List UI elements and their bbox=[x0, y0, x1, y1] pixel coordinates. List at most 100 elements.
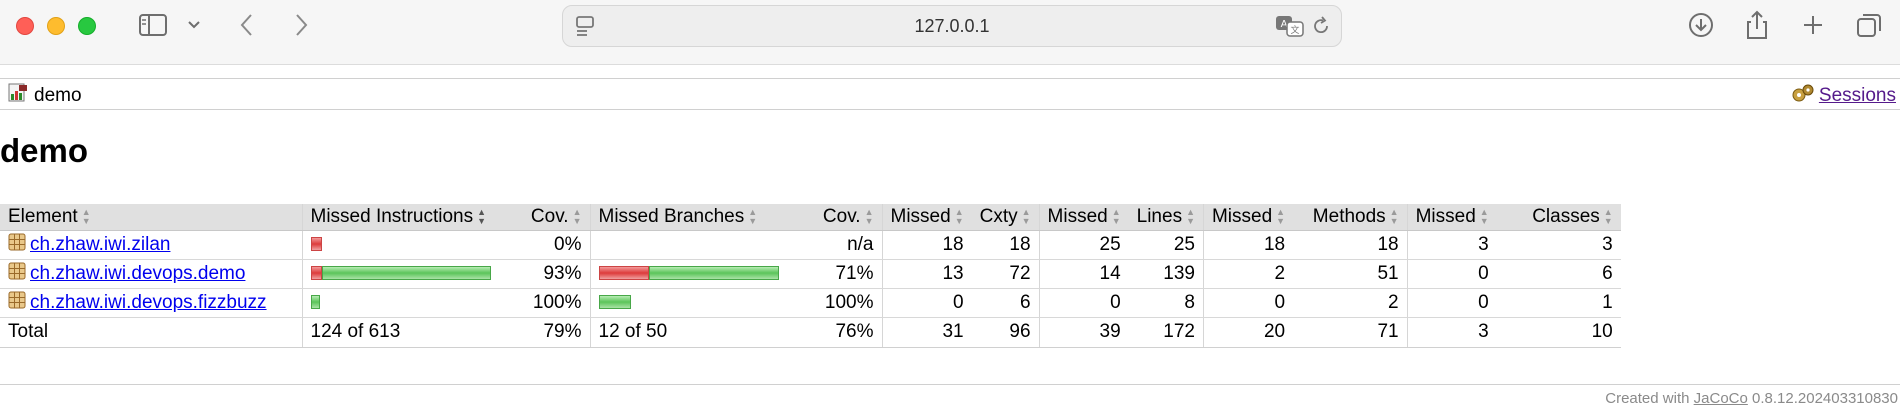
missed-classes: 3 bbox=[1406, 230, 1497, 260]
new-tab-icon[interactable] bbox=[1796, 10, 1830, 40]
missed-methods: 18 bbox=[1202, 230, 1294, 260]
reload-icon[interactable] bbox=[1311, 15, 1331, 42]
breadcrumb-report-name: demo bbox=[34, 85, 82, 106]
lines: 8 bbox=[1128, 288, 1204, 318]
header-missed-cxty[interactable]: Missed ▲ ▼ bbox=[881, 204, 972, 231]
share-icon[interactable] bbox=[1740, 10, 1774, 40]
header-missed-instructions[interactable]: Missed Instructions ▲ ▼ bbox=[301, 204, 514, 231]
sort-icon: ▲ ▼ bbox=[1479, 206, 1489, 226]
sort-icon: ▲ ▼ bbox=[1021, 206, 1031, 226]
header-missed-methods[interactable]: Missed ▲ ▼ bbox=[1202, 204, 1294, 231]
branches-bar-cell bbox=[589, 259, 802, 289]
sort-icon: ▲ ▼ bbox=[1603, 206, 1613, 226]
branches-missed-bar bbox=[598, 266, 649, 281]
url-text[interactable]: 127.0.0.1 bbox=[914, 16, 990, 36]
coverage-table: Element ▲ ▼ Missed Instructions ▲ ▼ Cov. ▲ ▼ M… bbox=[0, 204, 1621, 348]
package-link[interactable]: ch.zhaw.iwi.zilan bbox=[30, 233, 171, 255]
branches-covered-bar bbox=[598, 295, 631, 310]
header-instructions-coverage[interactable]: Cov. ▲ ▼ bbox=[514, 204, 590, 231]
instructions-covered-bar bbox=[321, 266, 491, 281]
package-icon bbox=[8, 262, 26, 286]
sort-icon: ▲ ▼ bbox=[954, 206, 964, 226]
instructions-coverage: 93% bbox=[514, 259, 590, 289]
sort-icon: ▲ ▼ bbox=[81, 206, 91, 226]
header-missed-lines[interactable]: Missed ▲ ▼ bbox=[1038, 204, 1129, 231]
total-instructions-coverage: 79% bbox=[514, 317, 590, 348]
branches-bar-cell bbox=[589, 288, 802, 318]
breadcrumb: demo Sessions bbox=[0, 78, 1900, 110]
instructions-coverage: 100% bbox=[514, 288, 590, 318]
sessions-icon bbox=[1791, 83, 1815, 109]
header-missed-branches[interactable]: Missed Branches ▲ ▼ bbox=[589, 204, 802, 231]
header-lines[interactable]: Lines ▲ ▼ bbox=[1128, 204, 1204, 231]
sort-icon: ▲ ▼ bbox=[1389, 206, 1399, 226]
header-missed-classes[interactable]: Missed ▲ ▼ bbox=[1406, 204, 1497, 231]
footer: Created with JaCoCo 0.8.12.202403310830 bbox=[1605, 390, 1898, 407]
jacoco-link[interactable]: JaCoCo bbox=[1693, 390, 1748, 407]
total-missed-cxty: 31 bbox=[881, 317, 972, 348]
sort-icon: ▲ ▼ bbox=[748, 206, 758, 226]
element-cell: ch.zhaw.iwi.devops.fizzbuzz bbox=[0, 288, 302, 318]
sidebar-toggle-icon[interactable] bbox=[136, 10, 170, 40]
instructions-missed-bar bbox=[310, 266, 322, 281]
sort-icon: ▲ ▼ bbox=[1276, 206, 1286, 226]
header-branches-coverage[interactable]: Cov. ▲ ▼ bbox=[802, 204, 882, 231]
instructions-bar-cell bbox=[301, 230, 514, 260]
footer-version: 0.8.12.202403310830 bbox=[1752, 390, 1898, 407]
minimize-window-button[interactable] bbox=[47, 17, 65, 35]
branches-bar-cell bbox=[589, 230, 802, 260]
total-label: Total bbox=[0, 317, 302, 348]
zoom-window-button[interactable] bbox=[78, 17, 96, 35]
sessions-link[interactable]: Sessions bbox=[1818, 85, 1896, 106]
close-window-button[interactable] bbox=[16, 17, 34, 35]
instructions-bar-cell bbox=[301, 288, 514, 318]
header-classes[interactable]: Classes ▲ ▼ bbox=[1496, 204, 1621, 231]
table-row: ch.zhaw.iwi.zilan 0% n/a 18 18 25 25 18 18 3 3 bbox=[0, 230, 1621, 260]
back-arrow-icon[interactable] bbox=[236, 10, 258, 40]
forward-arrow-icon[interactable] bbox=[290, 10, 312, 40]
table-total-row: Total 124 of 613 79% 12 of 50 76% 31 96 … bbox=[0, 317, 1621, 348]
downloads-icon[interactable] bbox=[1684, 10, 1718, 40]
lines: 139 bbox=[1128, 259, 1204, 289]
missed-lines: 14 bbox=[1038, 259, 1129, 289]
cxty: 18 bbox=[971, 230, 1040, 260]
classes: 1 bbox=[1496, 288, 1621, 318]
total-lines: 172 bbox=[1128, 317, 1204, 348]
package-link[interactable]: ch.zhaw.iwi.devops.demo bbox=[30, 262, 246, 284]
missed-lines: 25 bbox=[1038, 230, 1129, 260]
package-icon bbox=[8, 291, 26, 315]
total-missed-lines: 39 bbox=[1038, 317, 1129, 348]
package-icon bbox=[8, 233, 26, 257]
branches-coverage: 100% bbox=[802, 288, 882, 318]
branches-coverage: n/a bbox=[802, 230, 882, 260]
missed-methods: 0 bbox=[1202, 288, 1294, 318]
methods: 18 bbox=[1293, 230, 1408, 260]
page-title: demo bbox=[0, 132, 89, 169]
table-header-row: Element ▲ ▼ Missed Instructions ▲ ▼ Cov. ▲ ▼ M… bbox=[0, 204, 1621, 231]
instructions-missed-bar bbox=[310, 237, 322, 252]
cxty: 72 bbox=[971, 259, 1040, 289]
header-methods[interactable]: Methods ▲ ▼ bbox=[1293, 204, 1408, 231]
instructions-covered-bar bbox=[310, 295, 320, 310]
cxty: 6 bbox=[971, 288, 1040, 318]
footer-divider bbox=[0, 384, 1900, 385]
total-missed-methods: 20 bbox=[1202, 317, 1294, 348]
missed-cxty: 18 bbox=[881, 230, 972, 260]
methods: 51 bbox=[1293, 259, 1408, 289]
branches-covered-bar bbox=[648, 266, 779, 281]
package-link[interactable]: ch.zhaw.iwi.devops.fizzbuzz bbox=[30, 291, 267, 313]
header-element[interactable]: Element ▲ ▼ bbox=[0, 204, 302, 231]
page-menu-icon[interactable] bbox=[575, 15, 595, 42]
tab-overview-icon[interactable] bbox=[1852, 10, 1886, 40]
total-instructions: 124 of 613 bbox=[301, 317, 514, 348]
header-cxty[interactable]: Cxty ▲ ▼ bbox=[971, 204, 1040, 231]
sort-icon: ▲ ▼ bbox=[1186, 206, 1195, 226]
total-methods: 71 bbox=[1293, 317, 1408, 348]
classes: 3 bbox=[1496, 230, 1621, 260]
chevron-down-icon[interactable] bbox=[184, 10, 204, 40]
sort-icon: ▲ ▼ bbox=[864, 206, 874, 226]
sort-icon: ▲ ▼ bbox=[572, 206, 582, 226]
instructions-coverage: 0% bbox=[514, 230, 590, 260]
